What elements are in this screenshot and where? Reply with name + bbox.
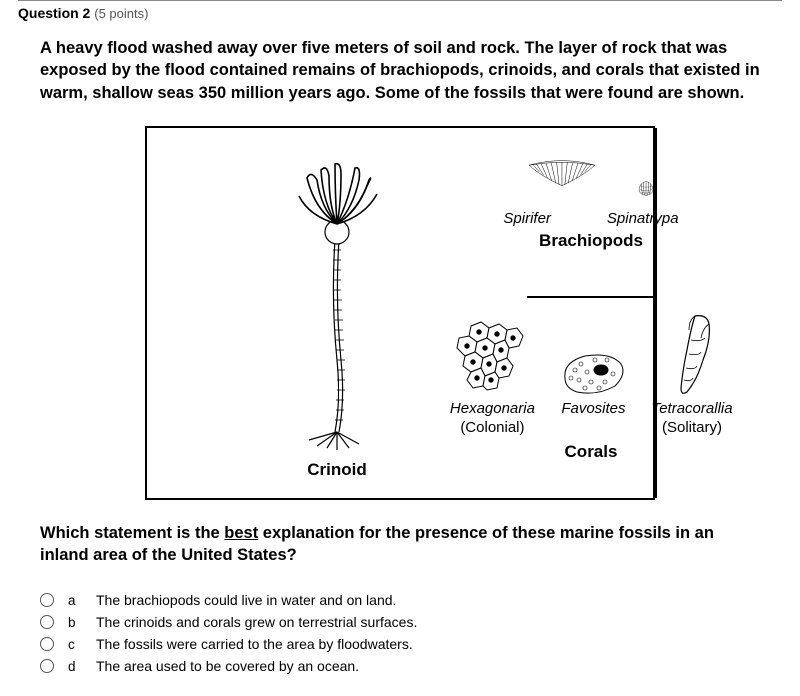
radio-icon[interactable] — [40, 637, 54, 651]
choice-text: The fossils were carried to the area by … — [96, 636, 413, 652]
followup-question: Which statement is the best explanation … — [0, 516, 800, 587]
question-stem: A heavy flood washed away over five mete… — [0, 27, 800, 122]
brachiopods-cell: Spirifer Spinatrypa Brachiopods — [527, 128, 657, 298]
choice-text: The area used to be covered by an ocean. — [96, 658, 359, 674]
choice-letter: c — [68, 637, 82, 652]
choice-b[interactable]: b The crinoids and corals grew on terres… — [40, 614, 760, 630]
corals-cell: Hexagonaria (Colonial) — [527, 298, 657, 498]
followup-underlined: best — [224, 524, 258, 542]
spirifer-icon — [527, 138, 597, 208]
figure-container: Spirifer Spinatrypa Brachiopods — [0, 122, 800, 516]
crinoid-icon — [287, 150, 387, 450]
favosites-label: Favosites — [561, 400, 625, 417]
choice-text: The crinoids and corals grew on terrestr… — [96, 614, 417, 630]
solitary-label: (Solitary) — [662, 419, 722, 436]
corals-label: Corals — [527, 442, 655, 462]
radio-icon[interactable] — [40, 659, 54, 673]
colonial-spacer — [591, 419, 595, 436]
colonial-label: (Colonial) — [460, 419, 524, 436]
question-header: Question 2 (5 points) — [0, 1, 800, 27]
choice-letter: b — [68, 615, 82, 630]
radio-icon[interactable] — [40, 615, 54, 629]
question-points: (5 points) — [94, 6, 148, 21]
fossil-figure: Spirifer Spinatrypa Brachiopods — [145, 126, 655, 500]
hexagonaria-label: Hexagonaria — [450, 400, 535, 417]
question-number: Question 2 — [18, 5, 90, 21]
radio-icon[interactable] — [40, 593, 54, 607]
hexagonaria-icon — [449, 316, 535, 398]
choice-letter: d — [68, 659, 82, 674]
choice-letter: a — [68, 593, 82, 608]
followup-pre: Which statement is the — [40, 524, 224, 542]
crinoid-cell: Crinoid — [147, 128, 527, 498]
favosites-icon — [557, 348, 629, 398]
crinoid-label: Crinoid — [307, 460, 367, 480]
choice-text: The brachiopods could live in water and … — [96, 592, 396, 608]
choice-a[interactable]: a The brachiopods could live in water an… — [40, 592, 760, 608]
choice-d[interactable]: d The area used to be covered by an ocea… — [40, 658, 760, 674]
brachiopods-label: Brachiopods — [527, 231, 655, 251]
tetracorallia-label: Tetracorallia — [651, 400, 732, 417]
spinatrypa-label: Spinatrypa — [607, 210, 679, 227]
choice-c[interactable]: c The fossils were carried to the area b… — [40, 636, 760, 652]
tetracorallia-icon — [667, 310, 717, 398]
answer-choices: a The brachiopods could live in water an… — [0, 592, 800, 696]
spinatrypa-icon — [637, 168, 655, 208]
